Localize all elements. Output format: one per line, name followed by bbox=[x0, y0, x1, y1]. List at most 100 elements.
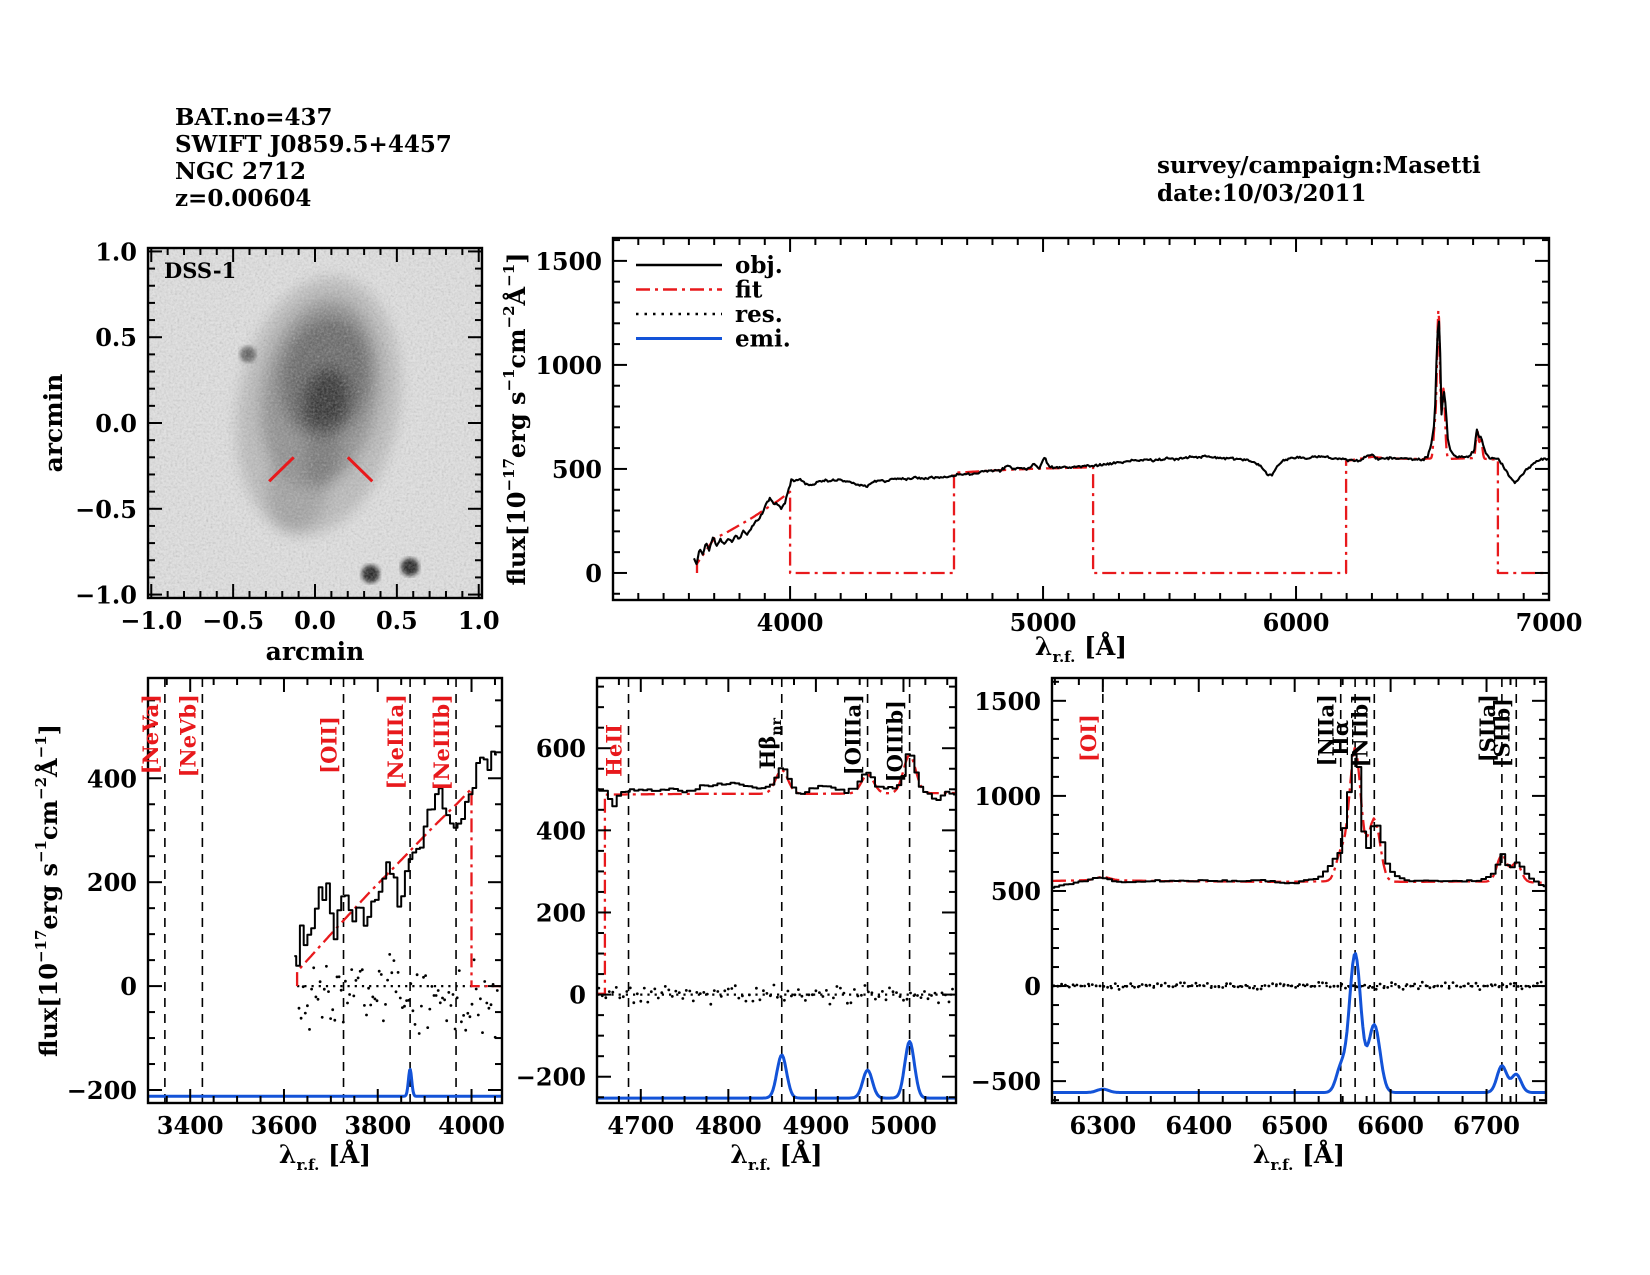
y-tick-label: −500 bbox=[971, 1067, 1041, 1096]
emission-line-label: Hβnr bbox=[755, 717, 785, 769]
y-axis-label: flux[10−17erg s−1cm−2Å−1] bbox=[32, 724, 63, 1057]
ticks bbox=[596, 678, 956, 1103]
x-tick-label: 1.0 bbox=[458, 606, 500, 635]
x-tick-label: 4000 bbox=[757, 608, 824, 637]
y-tick-label: 0 bbox=[120, 972, 137, 1001]
ticks bbox=[148, 678, 502, 1103]
dss-image-plot-area bbox=[148, 248, 482, 598]
y-tick-label: 600 bbox=[536, 734, 586, 763]
x-tick-label: 6600 bbox=[1357, 1111, 1424, 1140]
series-res bbox=[1052, 980, 1543, 991]
y-tick-label: 500 bbox=[552, 455, 602, 484]
emission-line-label: [OIIIb] bbox=[883, 700, 908, 782]
x-tick-label: 7000 bbox=[1516, 608, 1583, 637]
axes-frame bbox=[1050, 676, 1548, 1105]
x-axis-label: λr.f. [Å] bbox=[730, 1140, 822, 1174]
zoom-hbeta: 4700 4800 4900 5000 −200 0 200 400 600 HeII Hβnr [O… bbox=[516, 676, 958, 1174]
legend-label: obj. bbox=[735, 252, 783, 279]
bat-number: BAT.no=437 bbox=[175, 104, 333, 131]
series-obj bbox=[597, 753, 956, 808]
x-tick-label: 0.5 bbox=[376, 606, 418, 635]
x-tick-label: 4700 bbox=[607, 1111, 674, 1140]
x-axis-label: arcmin bbox=[266, 637, 365, 666]
zoom-neon: 3400 3600 3800 4000 −200 0 200 400[NeVa] [NeVb] [… bbox=[32, 676, 505, 1174]
y-tick-label: 1000 bbox=[535, 351, 602, 380]
series-obj bbox=[693, 320, 1549, 566]
survey-info: survey/campaign:Masetti date:10/03/2011 bbox=[1157, 152, 1481, 208]
redshift: z=0.00604 bbox=[175, 185, 312, 212]
zoom-halpha: 6300 6400 6500 6600 6700 −500 0 500 1000 1500 [OI]… bbox=[971, 676, 1548, 1174]
x-tick-label: 0.0 bbox=[294, 606, 336, 635]
x-tick-label: 3800 bbox=[344, 1111, 411, 1140]
series-res bbox=[297, 953, 499, 1039]
y-axis-label: arcmin bbox=[39, 374, 68, 473]
emission-line-label: [NeVb] bbox=[175, 694, 200, 777]
y-tick-label: 1500 bbox=[974, 687, 1041, 716]
emission-line-label: [NeVa] bbox=[138, 694, 163, 774]
y-tick-label: 1500 bbox=[535, 247, 602, 276]
y-tick-label: 0 bbox=[569, 981, 586, 1010]
ticks bbox=[612, 238, 1550, 600]
series-emi bbox=[1052, 952, 1546, 1094]
zoom-neon-plot-area bbox=[148, 678, 502, 1103]
x-tick-label: 6000 bbox=[1263, 608, 1330, 637]
y-tick-label: 0.5 bbox=[95, 323, 137, 352]
legend-label: emi. bbox=[735, 326, 791, 353]
x-tick-label: 4000 bbox=[438, 1111, 505, 1140]
emission-line-label: [OIIIa] bbox=[841, 694, 866, 775]
emission-line-label: [OII] bbox=[317, 716, 342, 774]
emission-line-label: [NeIIIb] bbox=[429, 694, 454, 791]
y-tick-label: 0.0 bbox=[95, 409, 137, 438]
y-tick-label: 200 bbox=[536, 898, 586, 927]
x-axis-label: λr.f. [Å] bbox=[1035, 632, 1127, 666]
series-res bbox=[597, 983, 954, 1006]
survey-campaign: survey/campaign:Masetti bbox=[1157, 152, 1481, 179]
x-tick-label: 4800 bbox=[695, 1111, 762, 1140]
target-info: BAT.no=437 SWIFT J0859.5+4457 NGC 2712 z… bbox=[175, 104, 452, 212]
emission-line-label: HeII bbox=[602, 724, 627, 777]
ticks bbox=[148, 248, 482, 598]
x-tick-label: −1.0 bbox=[120, 606, 182, 635]
x-tick-label: 6700 bbox=[1453, 1111, 1520, 1140]
ticks bbox=[1052, 678, 1546, 1103]
y-tick-label: −200 bbox=[67, 1076, 137, 1105]
image-noise bbox=[148, 248, 482, 598]
x-axis-label: λr.f. [Å] bbox=[279, 1140, 371, 1174]
series-fit bbox=[597, 754, 956, 995]
y-tick-label: 200 bbox=[87, 868, 137, 897]
series-obj bbox=[294, 750, 497, 967]
series-emi bbox=[148, 1068, 502, 1098]
object-name: NGC 2712 bbox=[175, 158, 306, 185]
series-fit bbox=[695, 309, 1549, 575]
main-spectrum: 4000 5000 6000 7000 0 500 1000 1500 λr.f. [Å] flu… bbox=[500, 236, 1583, 666]
axes-frame bbox=[146, 676, 504, 1105]
y-tick-label: −0.5 bbox=[75, 495, 137, 524]
zoom-hbeta-plot-area bbox=[597, 678, 956, 1103]
emission-line-label: [NIIa] bbox=[1314, 694, 1339, 766]
series-emi bbox=[597, 1039, 956, 1100]
axes-frame bbox=[595, 676, 958, 1105]
dss-image: −1.0 −0.5 0.0 0.5 1.0 −1.0 −0.5 0.0 0.5 1.0 DSS-1 a… bbox=[39, 237, 500, 666]
y-tick-label: 500 bbox=[991, 877, 1041, 906]
emission-line-label: [NIIb] bbox=[1347, 694, 1372, 767]
zoom-halpha-plot-area bbox=[1052, 678, 1546, 1103]
axes-frame bbox=[611, 236, 1551, 602]
emission-line-label: [SIIa] bbox=[1475, 694, 1500, 762]
legend-label: fit bbox=[735, 277, 763, 304]
x-tick-label: 6300 bbox=[1069, 1111, 1136, 1140]
x-tick-label: −0.5 bbox=[202, 606, 264, 635]
emission-line-label: [SIIb] bbox=[1489, 698, 1514, 767]
y-axis-label: flux[10−17erg s−1cm−2Å−1] bbox=[500, 252, 531, 585]
panel-title: DSS-1 bbox=[164, 258, 236, 283]
y-tick-label: 400 bbox=[536, 816, 586, 845]
x-axis-label: λr.f. [Å] bbox=[1253, 1140, 1345, 1174]
y-tick-label: −1.0 bbox=[75, 581, 137, 610]
series-fit bbox=[1052, 747, 1546, 884]
main-spectrum-plot-area bbox=[693, 309, 1549, 575]
y-tick-label: −200 bbox=[516, 1063, 586, 1092]
y-tick-label: 400 bbox=[87, 764, 137, 793]
x-tick-label: 5000 bbox=[870, 1111, 937, 1140]
series-obj bbox=[1052, 753, 1546, 889]
